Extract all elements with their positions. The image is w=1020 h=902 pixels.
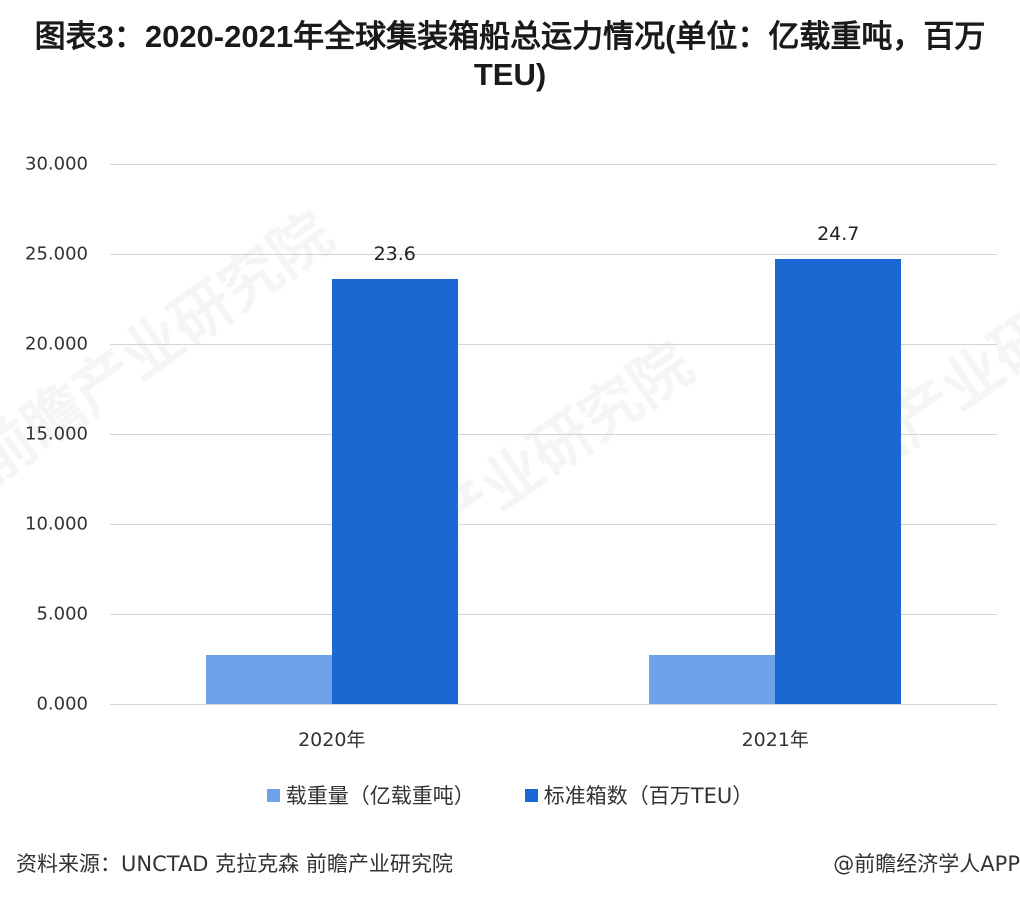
legend-swatch-icon xyxy=(266,788,280,802)
gridline xyxy=(110,434,997,435)
x-tick-label: 2021年 xyxy=(741,729,809,751)
gridline xyxy=(110,344,997,345)
legend-label: 标准箱数（百万TEU） xyxy=(543,784,754,808)
chart-title: 图表3：2020-2021年全球集装箱船总运力情况(单位：亿载重吨，百万TEU) xyxy=(34,19,986,92)
y-tick-label: 20.000 xyxy=(25,333,88,355)
source-note: 资料来源：UNCTAD 克拉克森 前瞻产业研究院 xyxy=(16,852,453,876)
bar xyxy=(331,279,458,704)
y-tick-label: 15.000 xyxy=(25,423,88,445)
bar-value-label: 24.7 xyxy=(817,223,860,246)
bar xyxy=(205,655,332,704)
bar-value-label: 23.6 xyxy=(373,243,416,266)
x-tick-label: 2020年 xyxy=(298,729,366,751)
y-tick-label: 25.000 xyxy=(25,243,88,265)
bar xyxy=(649,655,776,704)
y-tick-label: 5.000 xyxy=(36,603,88,625)
legend: 载重量（亿载重吨） 标准箱数（百万TEU） xyxy=(0,780,1020,810)
gridline xyxy=(110,164,997,165)
gridline xyxy=(110,704,997,705)
legend-item: 标准箱数（百万TEU） xyxy=(524,780,754,810)
credit-note: @前瞻经济学人APP xyxy=(833,852,1020,876)
y-tick-label: 10.000 xyxy=(25,513,88,535)
gridline xyxy=(110,254,997,255)
legend-item: 载重量（亿载重吨） xyxy=(266,780,475,810)
legend-swatch-icon xyxy=(524,788,538,802)
plot-area: 23.6 24.7 xyxy=(110,164,997,705)
gridline xyxy=(110,524,997,525)
y-tick-label: 0.000 xyxy=(36,693,88,715)
y-tick-label: 30.000 xyxy=(25,153,88,175)
bar xyxy=(775,259,902,704)
gridline xyxy=(110,614,997,615)
legend-label: 载重量（亿载重吨） xyxy=(285,784,475,808)
